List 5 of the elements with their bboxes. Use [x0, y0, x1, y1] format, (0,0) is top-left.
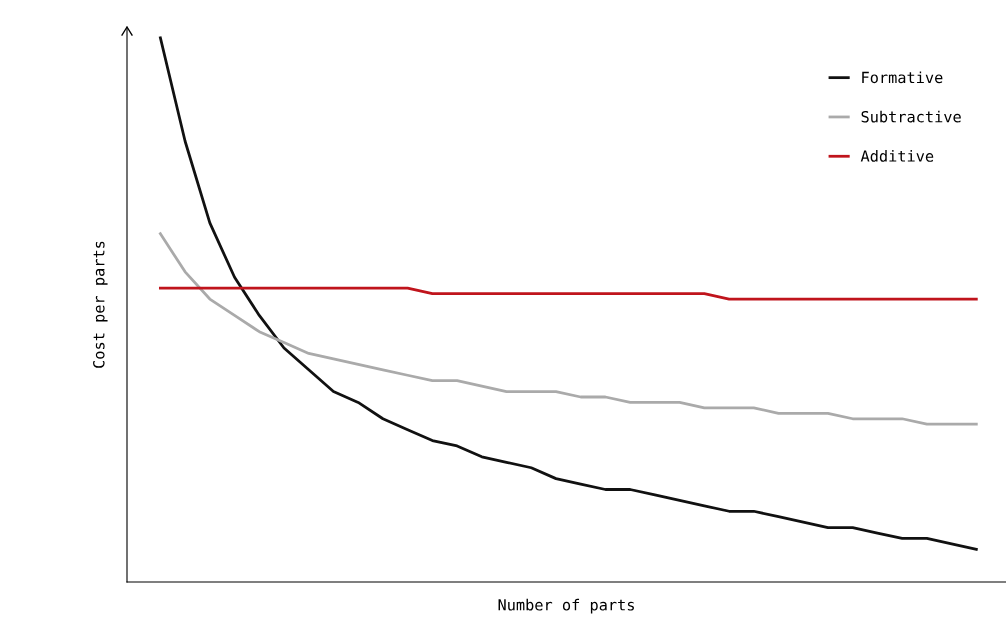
- y-axis-title: Cost per parts: [93, 241, 108, 368]
- x-axis-title: Number of parts: [498, 598, 634, 614]
- legend-label: Additive: [860, 150, 934, 162]
- legend-label: Subtractive: [861, 110, 961, 123]
- legend-label: Formative: [862, 71, 943, 84]
